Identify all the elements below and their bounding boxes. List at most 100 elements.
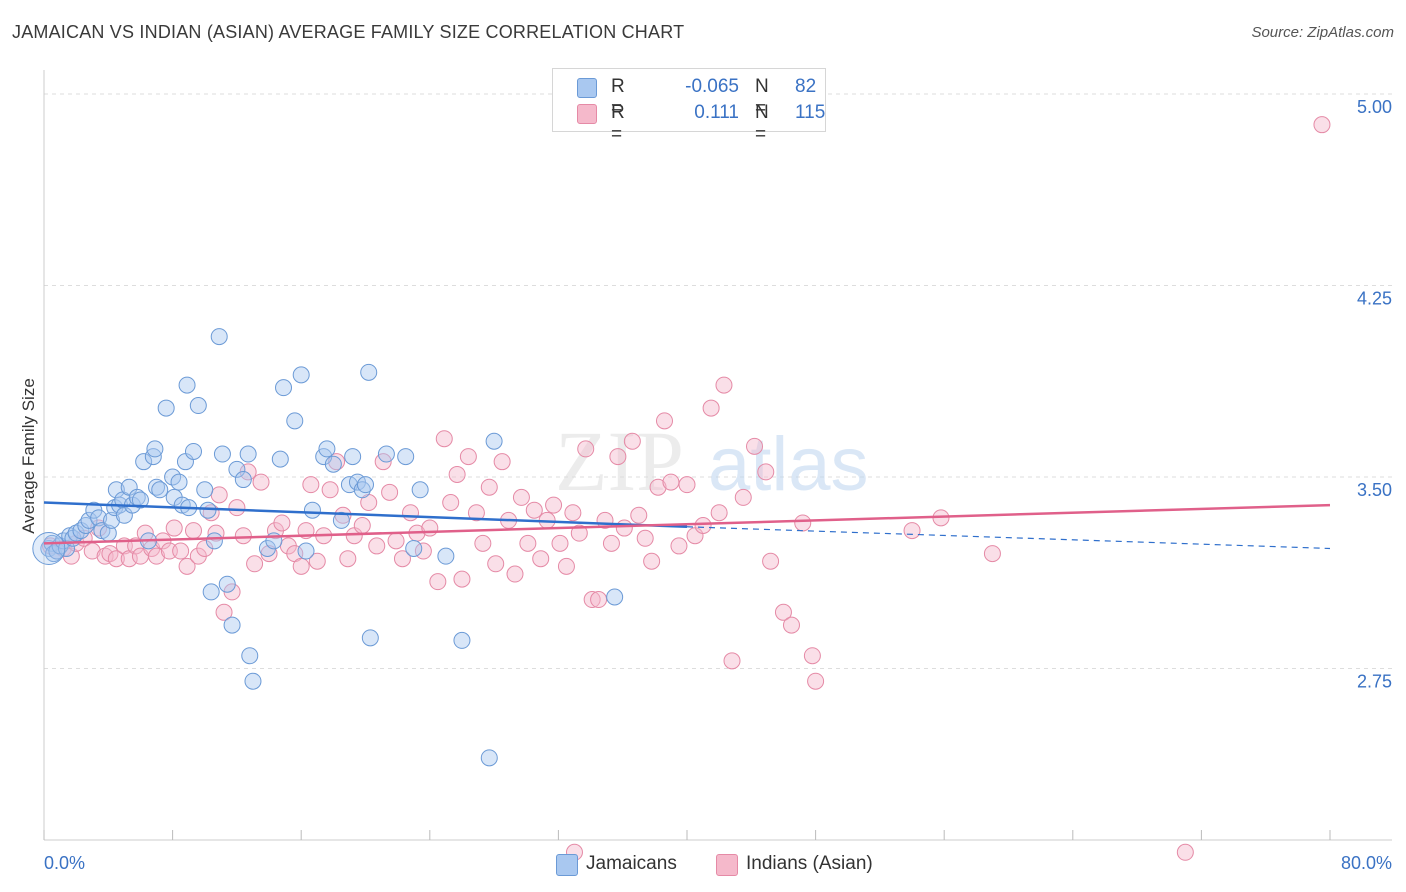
data-point-indians [480, 478, 498, 496]
data-point-indians [506, 565, 524, 583]
data-point-jamaicans [377, 445, 395, 463]
data-point-indians [328, 453, 346, 471]
bottom-legend-swatch-blue [556, 854, 578, 876]
data-point-indians [228, 499, 246, 517]
data-point-indians [467, 504, 485, 522]
data-point-indians [402, 504, 420, 522]
data-point-jamaicans [80, 511, 98, 529]
data-point-jamaicans [318, 440, 336, 458]
y-tick-label: 2.75 [1357, 671, 1392, 691]
y-axis-label: Average Family Size [19, 378, 38, 534]
data-point-jamaicans [437, 547, 455, 565]
data-point-jamaicans [411, 481, 429, 499]
trend-line-jamaicans [43, 501, 688, 529]
data-point-jamaicans [275, 379, 293, 397]
data-point-indians [148, 547, 166, 565]
data-point-indians [590, 591, 608, 609]
data-point-indians [273, 514, 291, 532]
data-point-indians [715, 376, 733, 394]
data-point-indians [353, 517, 371, 535]
data-point-indians [1313, 116, 1331, 134]
data-point-jamaicans [131, 491, 149, 509]
data-point-indians [723, 652, 741, 670]
data-point-indians [1176, 843, 1194, 861]
data-point-indians [649, 478, 667, 496]
data-point-jamaicans [189, 397, 207, 415]
data-point-jamaicans [360, 363, 378, 381]
data-point-indians [710, 504, 728, 522]
data-point-indians [678, 476, 696, 494]
data-point-indians [734, 488, 752, 506]
data-point-jamaicans [324, 455, 342, 473]
data-point-jamaicans [202, 583, 220, 601]
data-point-indians [421, 519, 439, 537]
data-point-indians [903, 522, 921, 540]
data-point-jamaicans [480, 749, 498, 767]
legend-n-value: 82 [795, 76, 817, 97]
y-tick-label: 5.00 [1357, 97, 1392, 117]
legend-r-value: -0.065 [685, 76, 739, 97]
data-point-jamaicans [228, 460, 246, 478]
data-point-indians [803, 647, 821, 665]
data-point-indians [234, 527, 252, 545]
data-point-jamaicans [234, 471, 252, 489]
data-point-indians [215, 603, 233, 621]
data-point-indians [702, 399, 720, 417]
data-point-indians [178, 557, 196, 575]
data-point-jamaicans [210, 328, 228, 346]
bottom-legend-label: Jamaicans [586, 853, 677, 874]
data-point-jamaicans [205, 532, 223, 550]
data-point-indians [96, 547, 114, 565]
data-point-indians [246, 555, 264, 573]
data-point-indians [474, 534, 492, 552]
data-point-jamaicans [361, 629, 379, 647]
tick-labels: 2.75 3.50 4.25 5.00 0.0% 80.0% [44, 97, 1392, 873]
data-point-indians [414, 542, 432, 560]
indians-asian-points [41, 116, 1331, 861]
data-point-jamaicans [357, 476, 374, 494]
y-tick-label: 3.50 [1357, 480, 1392, 500]
data-point-indians [429, 573, 447, 591]
data-point-indians [493, 453, 511, 471]
legend-swatch-blue [577, 78, 597, 98]
data-point-indians [453, 570, 471, 588]
data-point-indians [662, 473, 680, 491]
data-point-indians [393, 550, 411, 568]
data-point-indians [983, 545, 1001, 563]
data-point-jamaicans [103, 511, 121, 529]
data-point-indians [615, 519, 633, 537]
data-point-jamaicans [405, 539, 423, 557]
data-point-indians [774, 603, 792, 621]
data-point-jamaicans [353, 481, 371, 499]
legend-n-value: 115 [795, 102, 826, 123]
data-point-jamaicans [292, 366, 310, 384]
axes [43, 70, 1392, 841]
data-point-indians [442, 494, 460, 512]
data-point-indians [292, 557, 310, 575]
data-point-indians [643, 552, 661, 570]
data-point-indians [387, 532, 405, 550]
data-point-indians [368, 537, 386, 555]
data-point-jamaicans [223, 616, 241, 634]
data-point-indians [609, 448, 627, 466]
legend-swatch-pink [577, 104, 597, 124]
data-point-indians [459, 448, 477, 466]
data-point-indians [636, 529, 654, 547]
data-point-indians [782, 616, 800, 634]
data-point-indians [532, 550, 550, 568]
data-point-indians [794, 514, 812, 532]
trend-line-jamaicans-extension [686, 526, 1331, 550]
x-tick-label: 0.0% [44, 853, 85, 873]
gridlines [44, 93, 1392, 669]
data-point-indians [519, 534, 537, 552]
chart-title: JAMAICAN VS INDIAN (ASIAN) AVERAGE FAMIL… [12, 22, 685, 42]
data-point-indians [564, 504, 582, 522]
data-point-indians [210, 486, 228, 504]
data-point-indians [487, 555, 505, 573]
data-point-jamaicans [241, 647, 259, 665]
data-point-indians [172, 542, 190, 560]
data-point-jamaicans [135, 453, 153, 471]
data-point-indians [757, 463, 775, 481]
source-label: Source: ZipAtlas.com [1251, 24, 1394, 41]
data-point-jamaicans [178, 376, 196, 394]
